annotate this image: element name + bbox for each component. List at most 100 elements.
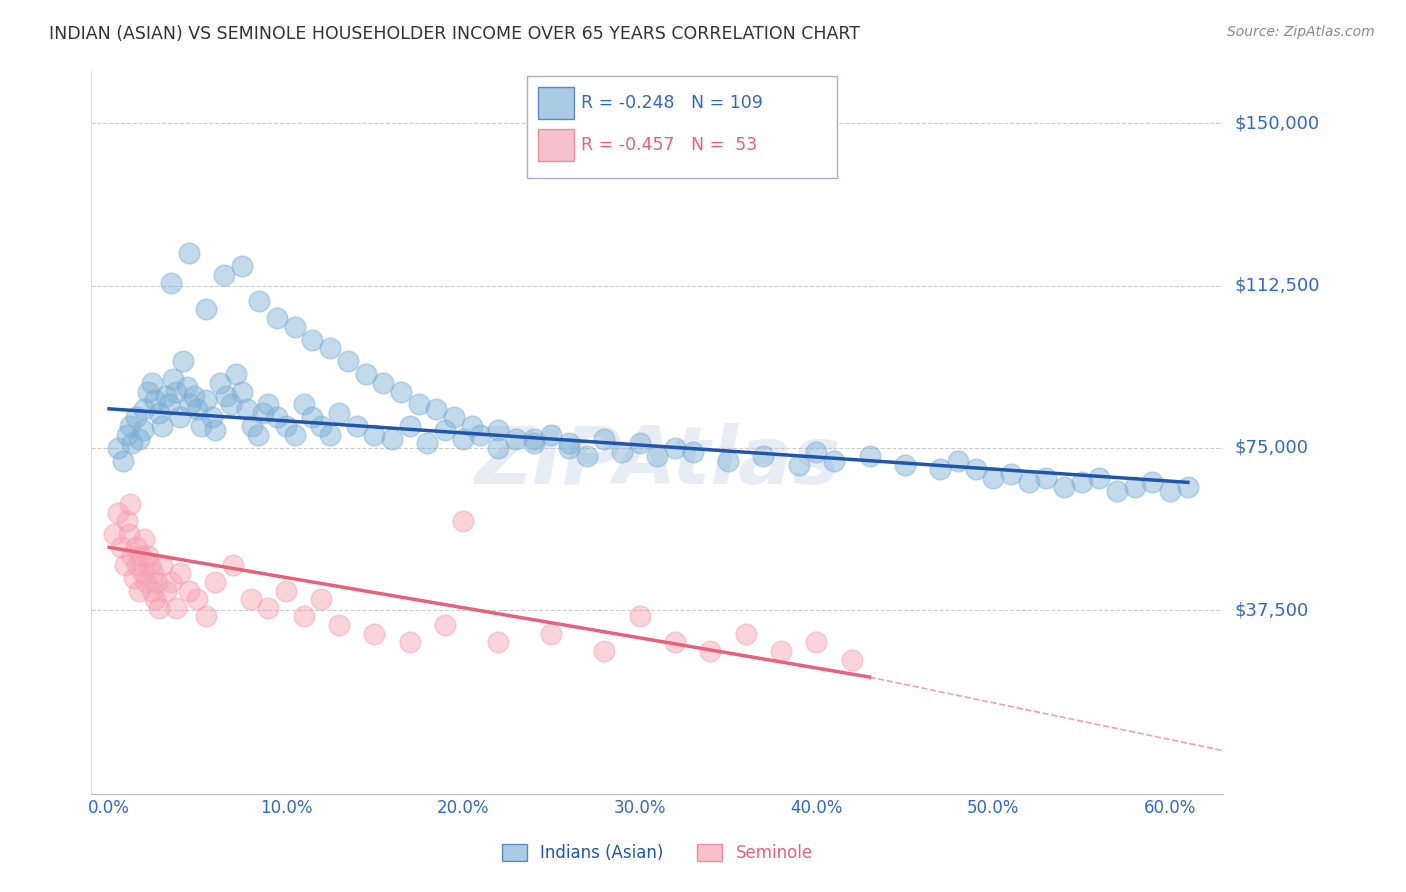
Point (460, 419, 482, 434)
Point (122, 570, 145, 584)
Point (112, 454, 135, 468)
Point (115, 427, 138, 442)
Point (157, 397, 180, 411)
Point (165, 600, 187, 615)
Point (416, 436, 439, 450)
Point (257, 397, 280, 411)
Point (558, 441, 581, 455)
Point (381, 432, 404, 446)
Point (328, 618, 350, 632)
Point (486, 424, 509, 438)
Point (682, 445, 704, 459)
Point (127, 558, 149, 572)
Point (593, 644, 616, 658)
Point (1142, 475, 1164, 490)
Point (645, 450, 668, 464)
Point (486, 635, 509, 649)
Point (540, 427, 562, 442)
Point (434, 424, 457, 438)
Point (981, 471, 1004, 485)
Point (143, 393, 166, 408)
Point (575, 450, 598, 464)
Point (186, 401, 208, 416)
Point (204, 424, 226, 438)
Point (128, 432, 150, 446)
Text: R = -0.248   N = 109: R = -0.248 N = 109 (581, 94, 762, 112)
Point (177, 583, 200, 598)
Point (593, 432, 616, 446)
Point (257, 600, 280, 615)
Point (128, 583, 150, 598)
Point (121, 436, 143, 450)
Text: $112,500: $112,500 (1234, 277, 1320, 294)
Point (292, 397, 315, 411)
Text: $37,500: $37,500 (1234, 601, 1309, 619)
Point (664, 441, 686, 455)
Point (1018, 475, 1040, 490)
Point (155, 583, 177, 598)
Point (274, 419, 297, 434)
Point (141, 376, 163, 390)
Point (209, 376, 232, 390)
Point (505, 432, 527, 446)
Point (806, 445, 828, 459)
Point (408, 397, 430, 411)
Point (231, 259, 253, 273)
Point (240, 419, 263, 434)
Point (172, 354, 194, 368)
Text: $75,000: $75,000 (1234, 439, 1309, 457)
Point (929, 462, 952, 476)
Point (1035, 471, 1057, 485)
Point (434, 618, 457, 632)
Point (425, 401, 447, 416)
Point (139, 558, 162, 572)
Point (274, 583, 297, 598)
Point (292, 609, 315, 624)
Point (1053, 480, 1076, 494)
Point (664, 635, 686, 649)
Legend: Indians (Asian), Seminole: Indians (Asian), Seminole (495, 837, 820, 869)
Point (186, 592, 208, 607)
Point (134, 532, 156, 546)
Point (103, 527, 125, 541)
Point (363, 427, 385, 442)
Point (225, 368, 247, 382)
Point (121, 549, 143, 563)
Point (389, 384, 412, 399)
Point (204, 574, 226, 589)
Point (160, 277, 183, 291)
Point (165, 384, 187, 399)
Point (131, 424, 153, 438)
Point (177, 246, 200, 260)
Point (1107, 483, 1129, 498)
Point (319, 427, 342, 442)
Point (787, 458, 810, 472)
Point (1159, 483, 1181, 498)
Point (150, 558, 173, 572)
Point (734, 627, 756, 641)
Point (328, 406, 350, 420)
Point (236, 401, 259, 416)
Point (1070, 475, 1092, 490)
Point (169, 410, 191, 425)
Point (160, 574, 183, 589)
Point (148, 406, 170, 420)
Point (176, 380, 198, 394)
Text: R = -0.457   N =  53: R = -0.457 N = 53 (581, 136, 756, 154)
Point (201, 410, 224, 425)
Point (231, 384, 253, 399)
Point (806, 635, 828, 649)
Point (965, 462, 987, 476)
Point (522, 432, 544, 446)
Point (142, 566, 165, 581)
Point (169, 566, 191, 581)
Point (398, 635, 420, 649)
Point (246, 427, 269, 442)
Point (1177, 480, 1199, 494)
Text: ZIPAtlas: ZIPAtlas (474, 423, 841, 500)
Point (136, 549, 159, 563)
Point (141, 583, 163, 598)
Point (451, 514, 474, 528)
Point (195, 609, 218, 624)
Point (699, 644, 721, 658)
